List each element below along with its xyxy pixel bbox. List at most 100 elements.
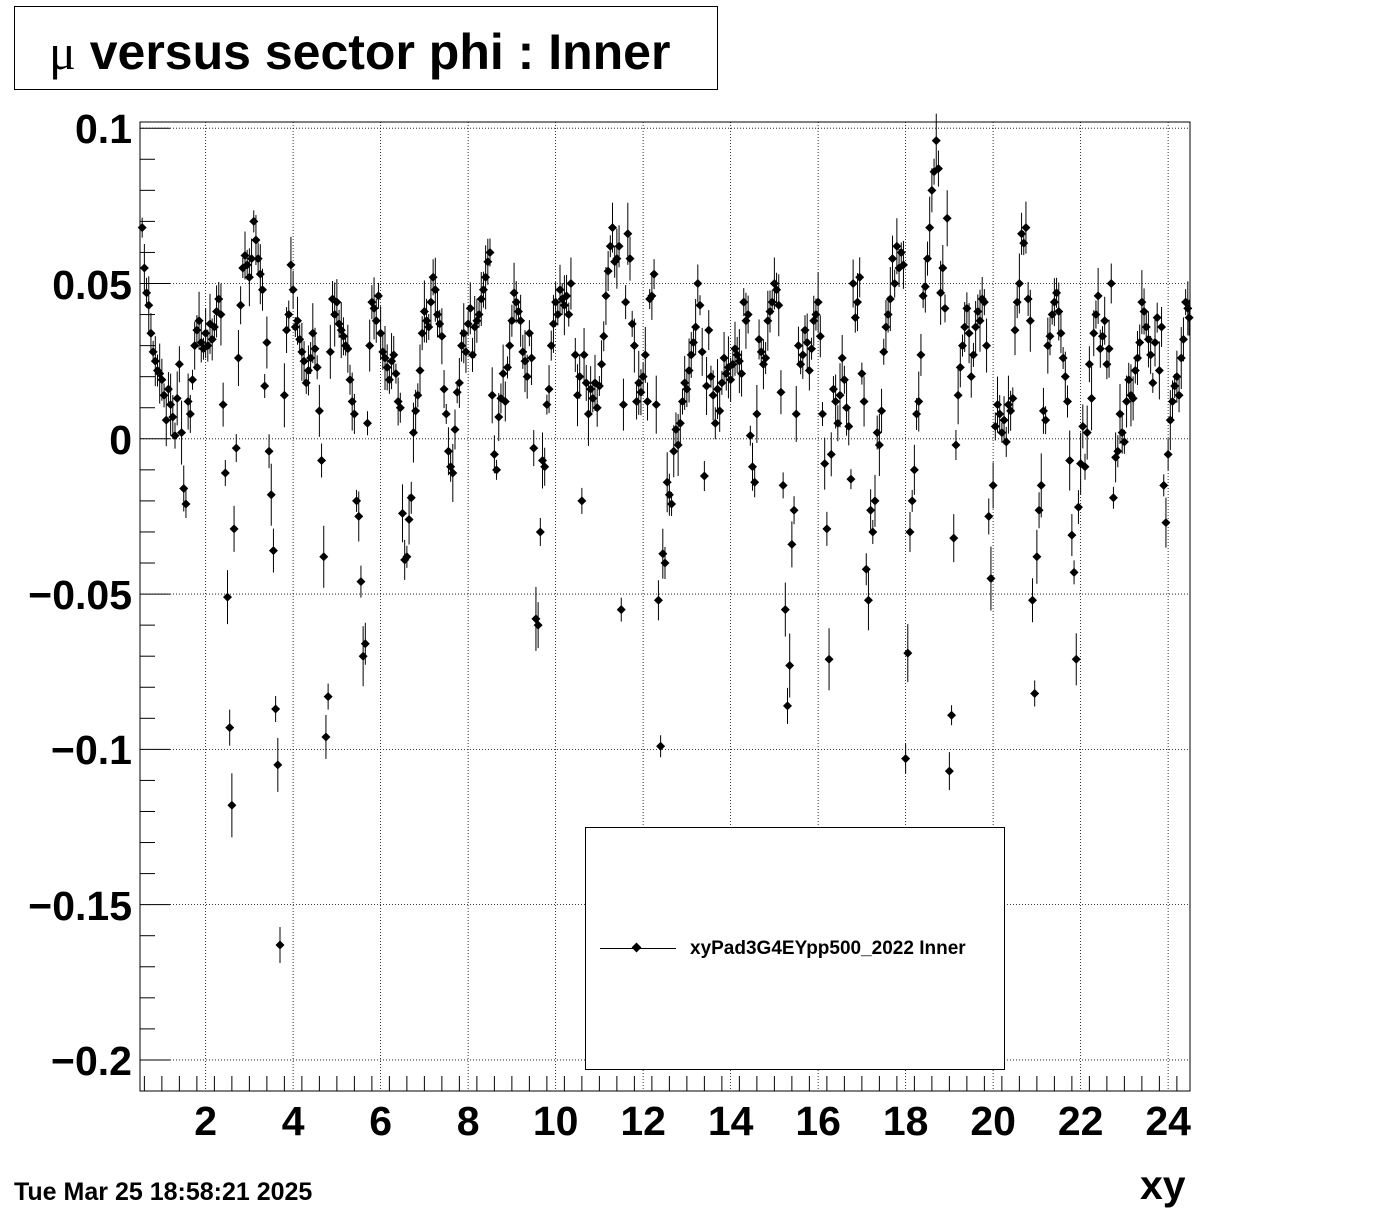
axis-ticks [140,127,1178,1091]
x-tick-label: 8 [456,1098,480,1144]
data-point [868,527,878,537]
data-point [901,754,911,764]
data-point [599,331,609,341]
data-point [890,279,900,288]
y-tick-label: −0.1 [51,727,132,774]
data-point [818,409,827,419]
data-point [859,397,869,407]
title-box: μ versus sector phi : Inner [14,6,718,90]
data-point [1146,350,1156,360]
data-point [319,552,329,562]
data-point [920,282,930,292]
y-tick-label: 0.05 [52,261,132,308]
data-point [188,375,197,385]
data-point [1067,530,1077,540]
data-point [697,347,707,357]
data-point [1168,397,1177,407]
data-point [618,400,628,410]
data-point [888,254,897,264]
data-point [356,577,366,587]
data-point [1100,316,1110,326]
data-point [925,223,935,233]
data-point [371,316,381,326]
data-point [776,387,786,397]
data-point [579,350,589,360]
data-point [695,300,705,310]
data-point [395,403,405,413]
data-point [787,539,797,549]
data-point [960,322,970,332]
data-point [951,440,961,450]
data-point [1032,552,1042,562]
data-point [310,344,320,354]
data-point [343,344,353,354]
data-point [1030,688,1040,698]
data-point [1021,223,1031,233]
data-point [942,213,952,223]
data-point [540,462,550,472]
data-point [1080,462,1090,472]
data-point [168,412,178,422]
data-point [1056,328,1066,338]
data-point [1082,428,1092,438]
data-point [1159,480,1169,490]
data-point [1183,303,1193,313]
data-points [137,113,1194,964]
data-point [1008,393,1018,403]
data-point [793,341,803,351]
data-point [236,300,246,310]
x-tick-label: 12 [620,1098,666,1144]
data-point [172,393,182,403]
data-point [286,260,296,270]
data-point [691,322,701,332]
data-point [964,328,974,338]
data-point [1028,595,1037,605]
data-point [844,421,854,431]
data-point [275,940,285,950]
x-tick-label: 16 [795,1098,841,1144]
data-point [647,291,657,301]
data-point [1113,446,1123,456]
data-point [220,468,230,478]
data-point [907,496,917,506]
data-point [835,390,845,400]
data-point [391,369,401,379]
x-tick-label: 14 [707,1098,754,1144]
data-point [575,372,585,382]
data-point [1093,291,1103,301]
data-point [745,431,755,441]
data-point [321,732,331,742]
data-point [649,269,659,279]
data-point [465,303,475,313]
y-tick-label: −0.2 [51,1037,132,1084]
data-point [933,164,943,174]
data-point [181,499,191,509]
data-point [500,397,510,407]
data-point [986,574,996,584]
data-point [601,291,611,301]
data-point [798,350,808,360]
data-point [984,511,994,521]
data-point [1065,456,1075,466]
data-point [1041,415,1051,425]
data-point [406,493,416,503]
x-tick-label: 24 [1145,1098,1191,1144]
data-point [789,505,799,515]
data-point [995,409,1005,419]
data-point [398,508,407,518]
data-point [877,406,887,416]
data-point [365,341,375,351]
data-point [979,297,989,307]
data-point [264,446,274,456]
data-point [522,372,532,382]
data-point [802,338,812,348]
data-point [360,639,370,649]
data-point [1163,449,1173,459]
data-point [715,406,725,416]
data-point [415,365,425,375]
data-point [640,350,650,360]
data-point [874,440,884,450]
data-point [266,490,276,500]
data-point [223,592,232,602]
data-point [1014,279,1024,288]
